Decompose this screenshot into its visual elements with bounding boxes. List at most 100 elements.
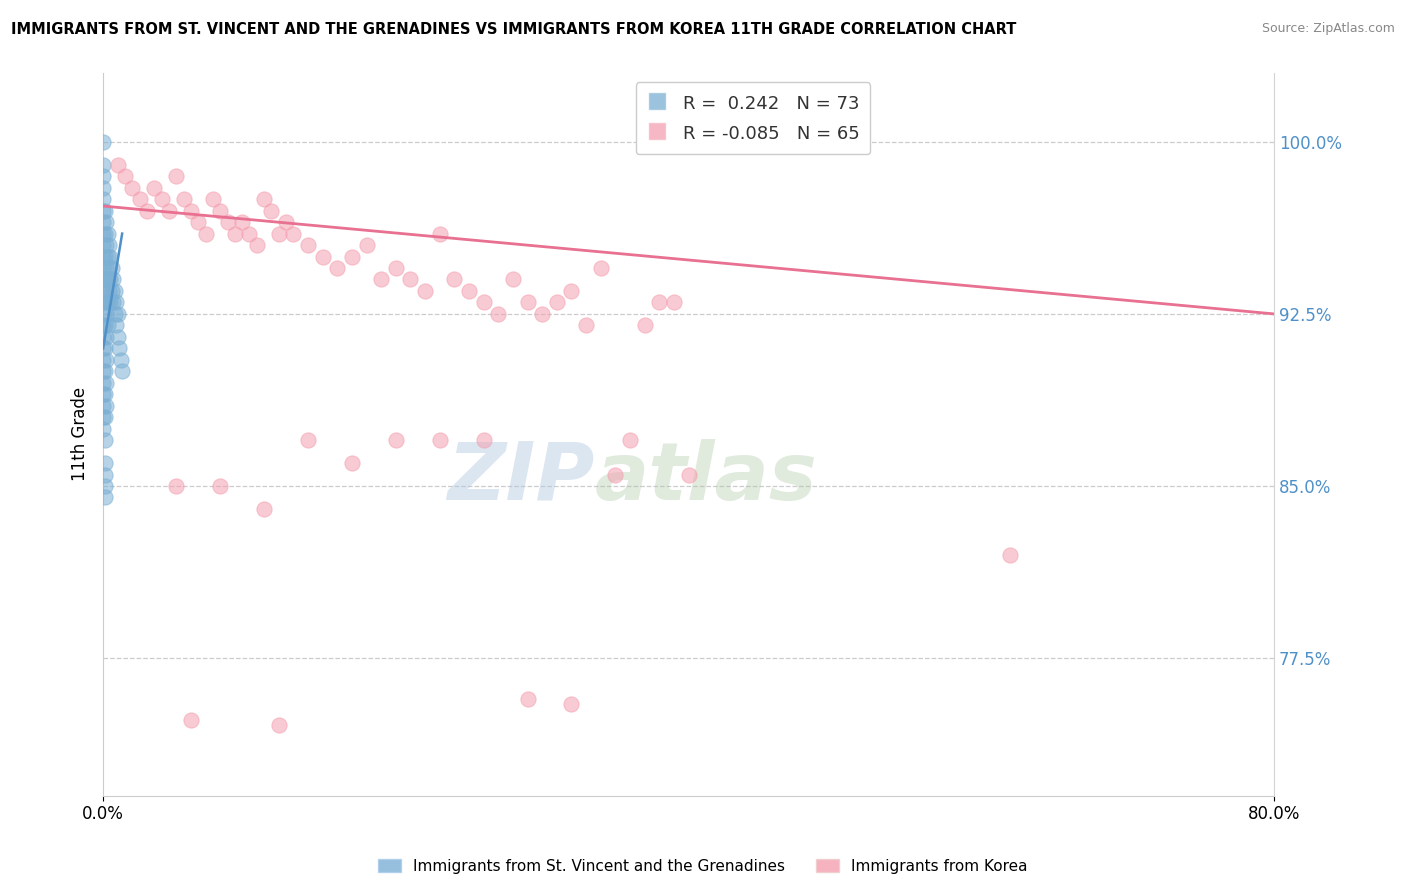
Point: [157, 203, 180, 218]
Point: [100, 250, 122, 264]
Point: [98, 284, 121, 298]
Point: [253, 192, 276, 206]
Point: [91, 180, 114, 194]
Point: [619, 433, 641, 447]
Point: [93, 318, 115, 333]
Point: [356, 238, 378, 252]
Point: [340, 250, 363, 264]
Point: [502, 272, 524, 286]
Point: [94, 284, 117, 298]
Point: [94, 352, 117, 367]
Point: [114, 169, 136, 184]
Point: [283, 227, 305, 241]
Point: [91, 422, 114, 436]
Point: [209, 203, 232, 218]
Point: [326, 260, 349, 275]
Point: [246, 238, 269, 252]
Point: [98, 238, 121, 252]
Point: [443, 272, 465, 286]
Point: [267, 717, 290, 731]
Point: [165, 479, 187, 493]
Point: [93, 491, 115, 505]
Legend: R =  0.242   N = 73, R = -0.085   N = 65: R = 0.242 N = 73, R = -0.085 N = 65: [636, 82, 870, 154]
Point: [217, 215, 239, 229]
Point: [516, 295, 538, 310]
Text: atlas: atlas: [595, 439, 818, 516]
Point: [107, 158, 129, 172]
Point: [91, 387, 114, 401]
Point: [662, 295, 685, 310]
Point: [385, 260, 408, 275]
Point: [429, 433, 451, 447]
Point: [91, 284, 114, 298]
Point: [560, 697, 582, 711]
Point: [91, 399, 114, 413]
Point: [385, 433, 408, 447]
Point: [98, 260, 121, 275]
Point: [121, 180, 143, 194]
Point: [93, 227, 115, 241]
Point: [678, 467, 700, 482]
Point: [180, 203, 202, 218]
Point: [91, 169, 114, 184]
Point: [91, 330, 114, 344]
Point: [91, 410, 114, 425]
Point: [486, 307, 509, 321]
Point: [93, 364, 115, 378]
Point: [413, 284, 436, 298]
Point: [94, 307, 117, 321]
Point: [297, 238, 319, 252]
Point: [93, 456, 115, 470]
Point: [100, 295, 122, 310]
Point: [105, 295, 128, 310]
Y-axis label: 11th Grade: 11th Grade: [72, 387, 89, 482]
Point: [187, 215, 209, 229]
Point: [648, 295, 671, 310]
Point: [91, 318, 114, 333]
Point: [370, 272, 392, 286]
Point: [516, 692, 538, 706]
Point: [94, 238, 117, 252]
Point: [91, 215, 114, 229]
Point: [91, 376, 114, 390]
Point: [93, 433, 115, 447]
Point: [399, 272, 422, 286]
Point: [128, 192, 150, 206]
Point: [103, 272, 125, 286]
Point: [531, 307, 554, 321]
Legend: Immigrants from St. Vincent and the Grenadines, Immigrants from Korea: Immigrants from St. Vincent and the Gren…: [373, 853, 1033, 880]
Point: [238, 227, 260, 241]
Point: [560, 284, 582, 298]
Point: [274, 215, 297, 229]
Point: [173, 192, 195, 206]
Point: [96, 295, 118, 310]
Point: [91, 341, 114, 355]
Point: [91, 307, 114, 321]
Point: [96, 318, 118, 333]
Point: [91, 238, 114, 252]
Point: [93, 467, 115, 482]
Point: [100, 272, 122, 286]
Point: [111, 364, 134, 378]
Point: [101, 284, 124, 298]
Text: Source: ZipAtlas.com: Source: ZipAtlas.com: [1261, 22, 1395, 36]
Point: [96, 227, 118, 241]
Point: [104, 284, 127, 298]
Point: [93, 272, 115, 286]
Point: [231, 215, 253, 229]
Point: [605, 467, 627, 482]
Point: [201, 192, 224, 206]
Point: [91, 227, 114, 241]
Point: [311, 250, 333, 264]
Point: [253, 502, 276, 516]
Point: [107, 307, 129, 321]
Point: [93, 410, 115, 425]
Point: [267, 227, 290, 241]
Point: [93, 250, 115, 264]
Point: [91, 260, 114, 275]
Point: [458, 284, 481, 298]
Point: [91, 250, 114, 264]
Point: [104, 307, 127, 321]
Point: [546, 295, 568, 310]
Point: [575, 318, 598, 333]
